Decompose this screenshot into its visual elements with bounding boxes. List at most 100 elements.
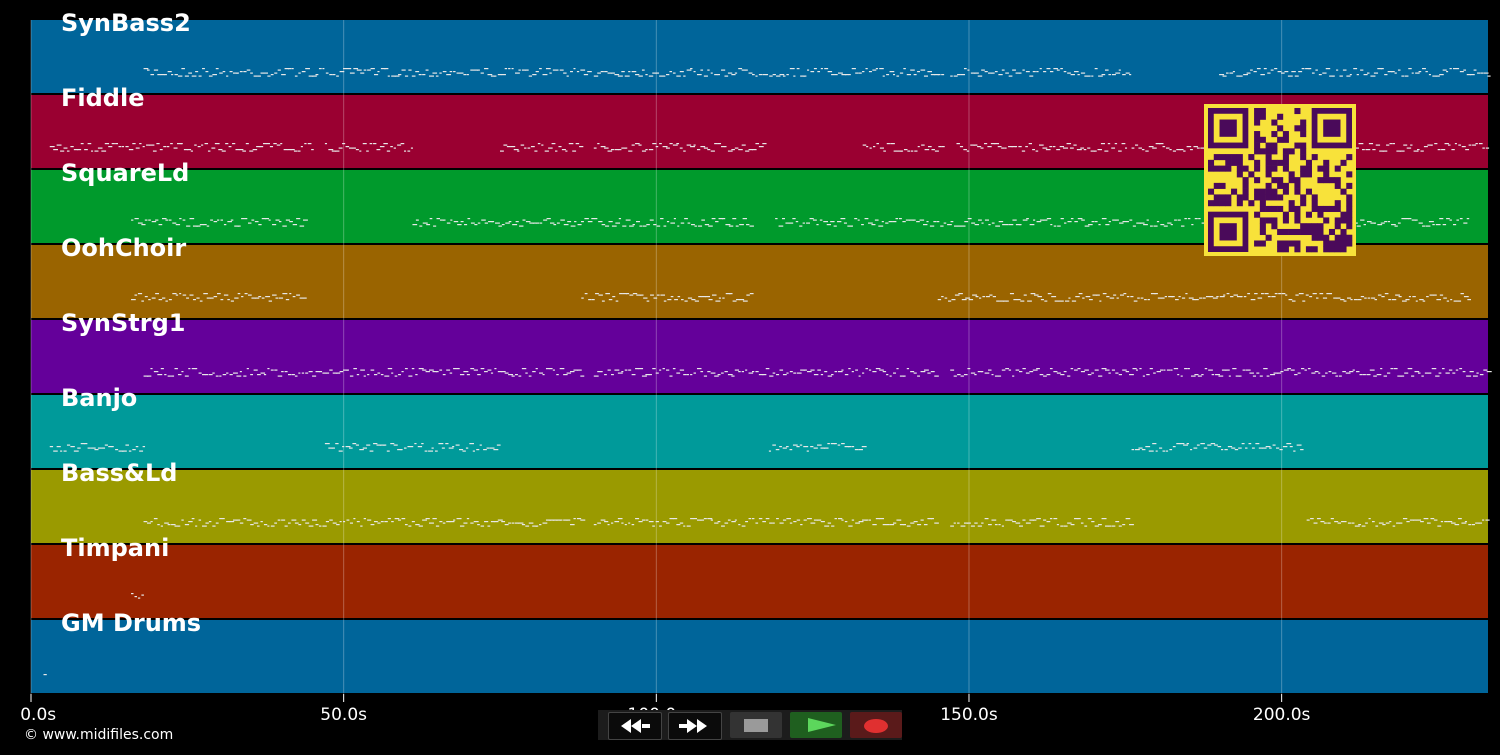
play-button[interactable] <box>790 712 842 738</box>
qr-code[interactable] <box>1204 104 1356 256</box>
note-mark <box>1239 75 1243 77</box>
note-mark <box>1025 372 1030 374</box>
note-mark <box>1235 375 1240 377</box>
note-mark <box>373 443 378 445</box>
note-mark <box>311 149 314 151</box>
note-mark <box>924 149 930 151</box>
note-mark <box>1217 446 1222 448</box>
note-mark <box>379 444 385 446</box>
note-mark <box>831 525 835 527</box>
note-mark <box>63 450 67 452</box>
note-mark <box>598 294 603 296</box>
note-mark <box>593 524 597 526</box>
note-mark <box>1276 372 1282 374</box>
qr-module <box>1277 228 1284 236</box>
note-mark <box>577 224 582 226</box>
note-mark <box>243 375 247 377</box>
note-mark <box>1054 300 1059 302</box>
note-mark <box>1053 518 1058 520</box>
note-mark <box>1060 525 1064 527</box>
note-mark <box>624 369 628 371</box>
note-mark <box>584 293 588 295</box>
note-mark <box>996 300 1000 302</box>
record-button[interactable] <box>850 712 902 738</box>
note-mark <box>284 371 288 373</box>
note-mark <box>772 522 775 524</box>
note-mark <box>570 524 575 526</box>
note-mark <box>380 374 384 376</box>
note-mark <box>142 446 146 448</box>
note-mark <box>227 299 230 301</box>
note-mark <box>275 297 279 299</box>
note-mark <box>188 368 191 370</box>
note-mark <box>1173 368 1179 370</box>
note-mark <box>810 522 816 524</box>
note-mark <box>601 300 605 302</box>
note-mark <box>696 74 702 76</box>
note-mark <box>1084 75 1089 77</box>
note-mark <box>960 74 966 76</box>
note-mark <box>1102 293 1107 295</box>
note-mark <box>463 74 467 76</box>
note-mark <box>728 225 734 227</box>
qr-code-icon <box>1208 108 1353 253</box>
note-mark <box>1132 368 1137 370</box>
note-mark <box>367 519 372 521</box>
note-mark <box>885 222 889 224</box>
note-mark <box>662 75 666 77</box>
note-mark <box>920 519 924 521</box>
note-mark <box>1126 296 1130 298</box>
note-mark <box>1153 372 1156 374</box>
note-mark <box>629 225 634 227</box>
note-mark <box>769 522 773 524</box>
note-mark <box>343 521 346 523</box>
note-mark <box>652 72 657 74</box>
note-mark <box>43 674 47 676</box>
note-mark <box>796 519 801 521</box>
note-mark <box>1063 147 1069 149</box>
note-mark <box>830 221 835 223</box>
note-mark <box>958 293 963 295</box>
note-mark <box>418 74 422 76</box>
note-mark <box>386 150 391 152</box>
note-mark <box>1472 375 1478 377</box>
note-mark <box>731 521 736 523</box>
note-mark <box>1428 74 1431 76</box>
note-mark <box>672 518 678 520</box>
rewind-button[interactable] <box>608 712 662 740</box>
note-mark <box>714 522 719 524</box>
note-mark <box>817 369 821 371</box>
note-mark <box>1184 218 1187 220</box>
track-lane <box>31 620 1488 693</box>
note-mark <box>1040 299 1044 301</box>
note-mark <box>173 147 178 149</box>
note-mark <box>989 294 993 296</box>
note-mark <box>715 300 721 302</box>
note-mark <box>1463 296 1469 298</box>
qr-module <box>1225 200 1232 207</box>
note-mark <box>841 443 845 445</box>
note-mark <box>545 368 550 370</box>
note-mark <box>717 143 722 145</box>
note-mark <box>912 219 916 221</box>
note-mark <box>1270 69 1274 71</box>
note-mark <box>1358 524 1362 526</box>
note-mark <box>666 147 670 149</box>
note-mark <box>889 71 895 73</box>
qr-module <box>1300 131 1307 138</box>
note-mark <box>497 74 502 76</box>
stop-button[interactable] <box>730 712 782 738</box>
note-mark <box>624 524 627 526</box>
note-mark <box>827 522 832 524</box>
note-mark <box>666 221 670 223</box>
note-mark <box>621 371 624 373</box>
note-mark <box>393 444 398 446</box>
fast-forward-button[interactable] <box>668 712 722 740</box>
qr-module <box>1254 211 1261 218</box>
qr-module <box>1236 159 1243 166</box>
note-mark <box>1408 218 1412 220</box>
note-mark <box>892 221 897 223</box>
note-mark <box>131 299 136 301</box>
note-mark <box>511 68 514 70</box>
note-mark <box>1082 297 1085 299</box>
